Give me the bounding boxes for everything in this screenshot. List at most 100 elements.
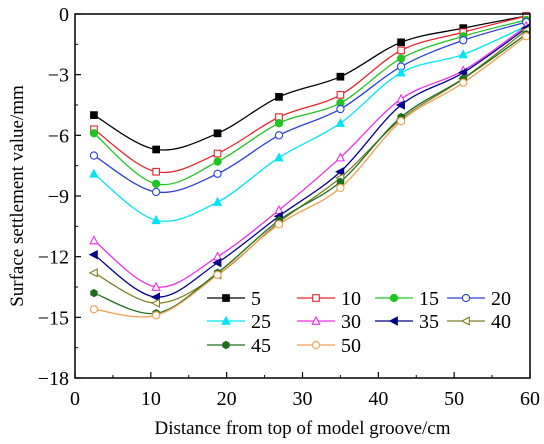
x-tick-label: 30 xyxy=(293,388,313,410)
x-tick-label: 20 xyxy=(217,388,237,410)
legend-label: 30 xyxy=(341,311,361,333)
data-point-5 xyxy=(213,129,222,138)
series-line-35 xyxy=(93,27,527,298)
series-line-10 xyxy=(93,15,527,174)
legend-label: 25 xyxy=(251,311,271,333)
data-point-15 xyxy=(89,129,99,138)
data-point-10 xyxy=(152,167,160,176)
data-point-35 xyxy=(212,258,222,268)
data-point-25 xyxy=(274,152,284,162)
data-point-15 xyxy=(274,119,284,128)
series-markers xyxy=(88,12,531,320)
legend-item-35: 35 xyxy=(375,311,439,333)
x-tick-label: 50 xyxy=(444,388,464,410)
series-line-5 xyxy=(93,15,527,151)
y-tick-label: 0 xyxy=(59,4,69,26)
legend-item-45: 45 xyxy=(207,335,271,357)
series-line-30 xyxy=(93,25,527,288)
data-point-30 xyxy=(274,204,284,215)
x-tick-label: 10 xyxy=(141,388,161,410)
data-point-20 xyxy=(151,187,161,197)
series-line-25 xyxy=(93,25,527,222)
legend-marker xyxy=(222,294,230,302)
legend-item-15: 15 xyxy=(375,288,439,310)
data-point-35 xyxy=(88,249,98,260)
legend-marker xyxy=(311,340,321,350)
series-line-45 xyxy=(93,33,527,315)
series-line-50 xyxy=(93,35,527,318)
y-tick-label: −18 xyxy=(38,368,69,390)
x-axis-title: Distance from top of model groove/cm xyxy=(154,418,450,439)
data-point-25 xyxy=(89,168,99,178)
legend-label: 50 xyxy=(341,335,361,357)
y-tick-label: −3 xyxy=(48,65,69,87)
data-point-15 xyxy=(151,179,161,189)
data-point-25 xyxy=(396,67,406,77)
data-point-20 xyxy=(89,151,99,160)
legend-marker xyxy=(221,315,231,325)
legend-item-30: 30 xyxy=(297,311,361,333)
legend-marker xyxy=(389,293,399,303)
y-tick-label: −6 xyxy=(48,125,69,147)
legend-marker xyxy=(388,316,398,326)
legend: 5 10 15 20 25 30 35 40 45 50 xyxy=(207,288,511,357)
data-point-30 xyxy=(89,235,99,245)
legend-marker xyxy=(311,315,321,325)
legend-item-40: 40 xyxy=(447,311,511,333)
data-point-10 xyxy=(336,91,345,99)
y-tick-label: −9 xyxy=(48,186,69,208)
legend-marker xyxy=(461,293,471,303)
y-tick-label: −15 xyxy=(38,307,69,329)
data-point-25 xyxy=(151,214,161,225)
y-axis-title: Surface settlement value/mm xyxy=(7,85,28,307)
data-point-30 xyxy=(335,152,346,162)
y-axis-ticks: 0 −3 −6 −9 −12 −15 −18 xyxy=(38,4,81,390)
data-point-5 xyxy=(397,38,405,47)
data-point-30 xyxy=(212,251,223,261)
series-line-15 xyxy=(93,19,527,186)
data-point-40 xyxy=(88,268,98,278)
x-tick-label: 60 xyxy=(520,388,540,410)
legend-label: 5 xyxy=(251,288,261,310)
data-point-25 xyxy=(458,49,468,59)
legend-marker xyxy=(312,294,320,302)
data-point-50 xyxy=(522,32,531,41)
data-point-35 xyxy=(335,167,345,177)
data-point-40 xyxy=(150,298,160,308)
x-tick-label: 40 xyxy=(368,388,388,410)
data-point-20 xyxy=(459,36,468,45)
y-tick-label: −12 xyxy=(38,247,69,269)
data-point-50 xyxy=(396,117,406,126)
data-point-50 xyxy=(151,311,161,320)
data-point-30 xyxy=(396,93,406,103)
x-tick-label: 0 xyxy=(70,388,80,410)
series-curves xyxy=(93,15,527,318)
data-point-20 xyxy=(336,104,345,114)
data-point-5 xyxy=(336,72,345,81)
legend-label: 20 xyxy=(491,288,511,310)
legend-item-20: 20 xyxy=(447,288,511,310)
data-point-35 xyxy=(395,100,405,110)
data-point-50 xyxy=(213,270,222,280)
data-point-5 xyxy=(275,93,283,101)
legend-label: 10 xyxy=(341,288,361,310)
data-point-35 xyxy=(457,67,468,78)
data-point-20 xyxy=(213,169,222,178)
data-point-50 xyxy=(336,183,345,193)
x-axis-ticks: 0 10 20 30 40 50 60 xyxy=(70,372,540,410)
data-point-5 xyxy=(152,145,160,154)
data-point-15 xyxy=(213,157,222,166)
legend-marker xyxy=(222,340,230,350)
legend-label: 45 xyxy=(251,335,271,357)
legend-item-5: 5 xyxy=(207,288,261,310)
data-point-15 xyxy=(396,54,406,63)
data-point-50 xyxy=(274,220,284,229)
legend-label: 35 xyxy=(419,311,439,333)
data-point-35 xyxy=(150,292,160,302)
data-point-30 xyxy=(151,281,161,291)
legend-item-50: 50 xyxy=(297,335,361,357)
data-point-5 xyxy=(90,111,98,119)
data-point-25 xyxy=(335,117,346,128)
series-line-20 xyxy=(93,21,527,194)
